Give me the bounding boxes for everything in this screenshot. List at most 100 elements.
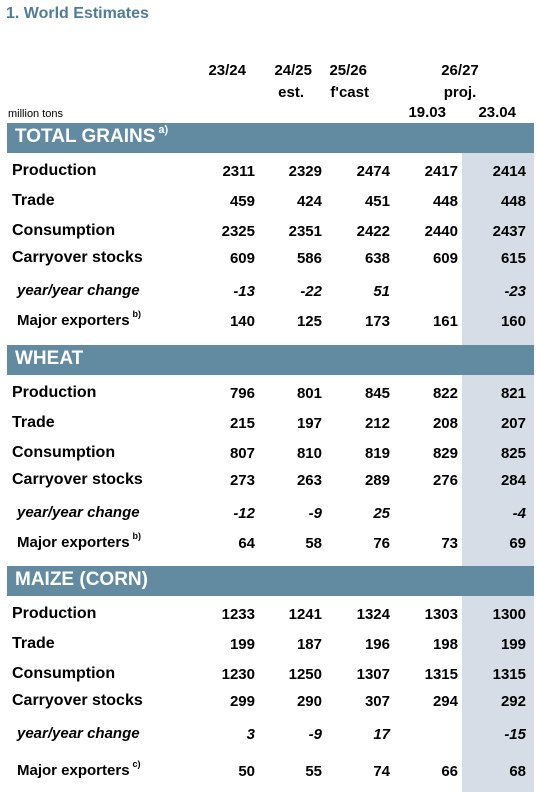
table-cell: 829 — [432, 445, 458, 462]
section-title-text: WHEAT — [15, 348, 84, 369]
row-label: Trade — [12, 192, 55, 210]
table-cell: 207 — [500, 415, 526, 432]
section-header: TOTAL GRAINS a) — [7, 123, 534, 153]
header-col-2025-26: 25/26 — [329, 62, 367, 79]
row-label: Carryover stocks — [12, 249, 143, 267]
table-row: Major exporters b) 64 58 76 73 69 — [0, 531, 537, 555]
table-cell: 1241 — [288, 606, 322, 623]
table-row: Major exporters b) 140 125 173 161 160 — [0, 309, 537, 333]
table-cell: 1324 — [356, 606, 390, 623]
row-label: year/year change — [17, 725, 140, 742]
table-cell: 215 — [229, 415, 255, 432]
row-label-text: Trade — [12, 414, 55, 431]
table-row: Consumption 2325 2351 2422 2440 2437 — [0, 219, 537, 243]
table-row: year/year change 3 -9 17 -15 — [0, 722, 537, 746]
table-row: Carryover stocks 273 263 289 276 284 — [0, 468, 537, 492]
footnote-marker: b) — [132, 531, 142, 541]
table-row: Consumption 807 810 819 829 825 — [0, 441, 537, 465]
header-col-2026-27-sub: proj. — [443, 84, 477, 101]
table-cell: 50 — [238, 763, 255, 780]
table-cell: 173 — [364, 313, 390, 330]
table-cell: 55 — [305, 763, 322, 780]
table-cell: 25 — [373, 505, 390, 522]
table-cell: 197 — [296, 415, 322, 432]
row-label: Carryover stocks — [12, 471, 143, 489]
table-cell: 74 — [373, 763, 390, 780]
row-label-text: Production — [12, 162, 97, 179]
table-cell: 208 — [432, 415, 458, 432]
row-label-text: Consumption — [12, 444, 116, 461]
table-cell: 638 — [364, 250, 390, 267]
row-label: Trade — [12, 635, 55, 653]
table-cell: 822 — [432, 385, 458, 402]
table-cell: 160 — [500, 313, 526, 330]
row-label: Production — [12, 384, 96, 402]
table-cell: 263 — [296, 472, 322, 489]
row-label-text: Trade — [12, 192, 55, 209]
table-cell: 2422 — [356, 223, 390, 240]
table-cell: 2437 — [492, 223, 526, 240]
section-title-text: MAIZE (CORN) — [15, 569, 148, 590]
table-cell: 290 — [296, 693, 322, 710]
section-header: WHEAT — [7, 345, 534, 375]
row-label: Production — [12, 162, 96, 180]
table-cell: 307 — [364, 693, 390, 710]
table-cell: 66 — [441, 763, 458, 780]
table-cell: 69 — [509, 535, 526, 552]
table-cell: 64 — [238, 535, 255, 552]
table-cell: 615 — [500, 250, 526, 267]
footnote-marker: b) — [132, 309, 142, 319]
table-cell: 2474 — [356, 163, 390, 180]
table-cell: 1315 — [424, 666, 458, 683]
section-title: WHEAT — [15, 348, 83, 370]
row-label-text: Carryover stocks — [12, 471, 143, 488]
section-header: MAIZE (CORN) — [7, 566, 534, 596]
header-col-2024-25-sub: est. — [278, 84, 304, 101]
table-cell: 2414 — [492, 163, 526, 180]
table-cell: 424 — [296, 193, 322, 210]
table-cell: 1315 — [492, 666, 526, 683]
header-col-2024-25: 24/25 — [274, 62, 312, 79]
table-cell: 825 — [500, 445, 526, 462]
table-cell: 294 — [432, 693, 458, 710]
table-cell: 284 — [500, 472, 526, 489]
table-row: Trade 215 197 212 208 207 — [0, 411, 537, 435]
row-label-text: Production — [12, 605, 97, 622]
table-cell: 17 — [373, 726, 390, 743]
row-label-text: Major exporters — [17, 312, 130, 329]
table-cell: 448 — [432, 193, 458, 210]
row-label: Trade — [12, 414, 55, 432]
row-label: year/year change — [17, 282, 140, 299]
section-title: TOTAL GRAINS a) — [15, 124, 168, 148]
table-cell: 609 — [229, 250, 255, 267]
shaded-latest-column — [462, 152, 534, 792]
header-col-2023-24: 23/24 — [208, 62, 246, 79]
table-cell: 198 — [432, 636, 458, 653]
table-cell: 448 — [500, 193, 526, 210]
row-label-text: year/year change — [17, 282, 140, 299]
table-cell: 459 — [229, 193, 255, 210]
row-label-text: Major exporters — [17, 534, 130, 551]
table-cell: 1233 — [221, 606, 255, 623]
table-row: Carryover stocks 609 586 638 609 615 — [0, 246, 537, 270]
row-label-text: Major exporters — [17, 762, 130, 779]
table-cell: 289 — [364, 472, 390, 489]
table-cell: 2311 — [222, 163, 255, 180]
row-label: year/year change — [17, 504, 140, 521]
table-cell: 845 — [364, 385, 390, 402]
table-cell: 1250 — [288, 666, 322, 683]
table-cell: 819 — [364, 445, 390, 462]
table-cell: 796 — [229, 385, 255, 402]
table-cell: 199 — [229, 636, 255, 653]
row-label: Consumption — [12, 665, 115, 683]
table-cell: 586 — [296, 250, 322, 267]
row-label-text: Carryover stocks — [12, 692, 143, 709]
header-date-1: 19.03 — [408, 104, 446, 121]
row-label: Major exporters b) — [17, 531, 142, 551]
table-cell: 273 — [229, 472, 255, 489]
row-label-text: year/year change — [17, 725, 140, 742]
section-title-text: TOTAL GRAINS — [15, 126, 156, 147]
table-cell: 1300 — [492, 606, 526, 623]
row-label-text: Production — [12, 384, 97, 401]
table-cell: 68 — [509, 763, 526, 780]
